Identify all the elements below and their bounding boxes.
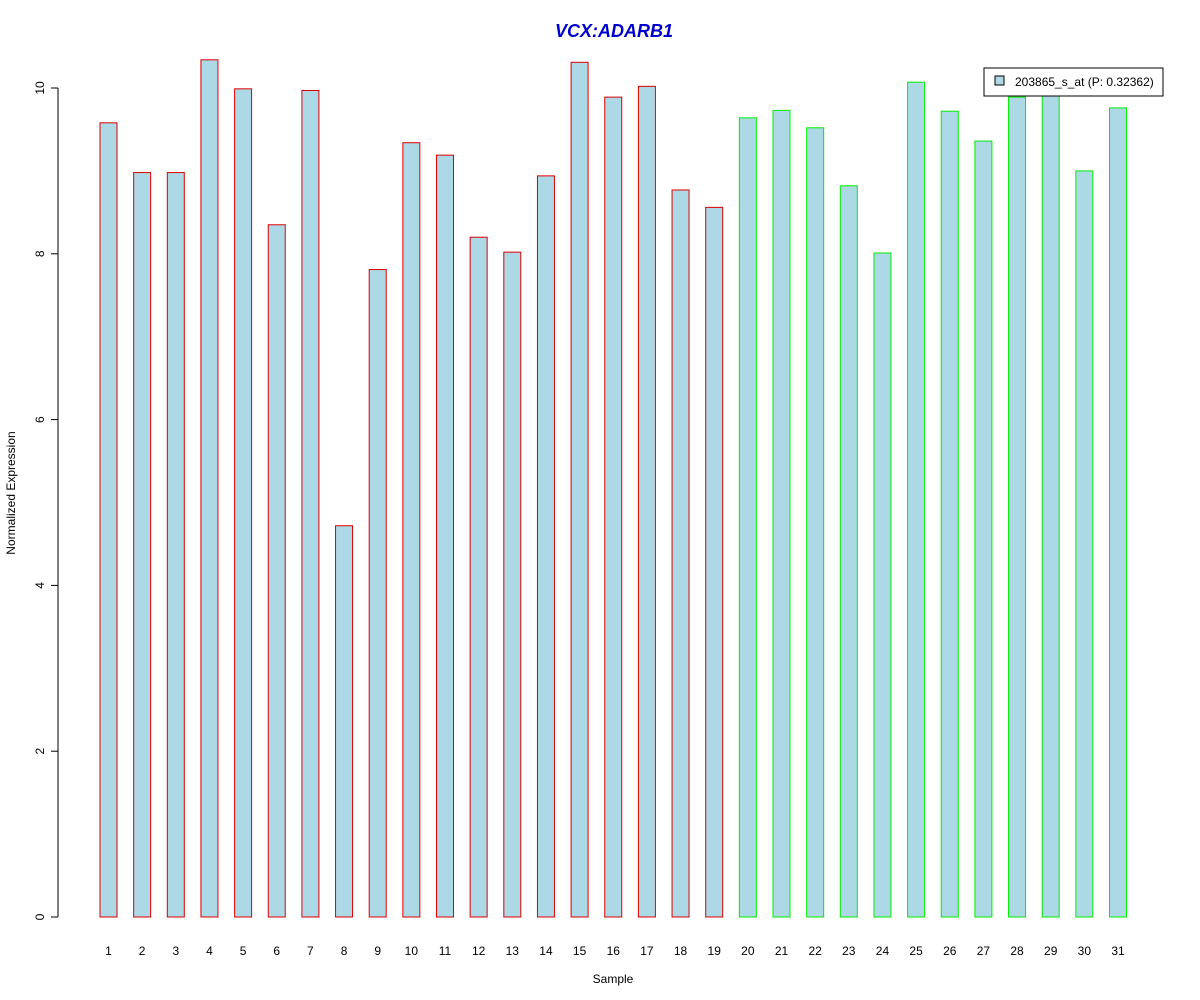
bar-sample-9 xyxy=(368,269,387,918)
x-tick-label: 4 xyxy=(206,944,213,958)
bar-sample-30 xyxy=(1075,170,1094,918)
y-axis-label: Normalized Expression xyxy=(4,431,18,554)
bar-sample-29 xyxy=(1041,93,1060,918)
legend-box xyxy=(983,67,1164,97)
x-tick-label: 11 xyxy=(439,944,452,958)
x-tick-label: 30 xyxy=(1078,944,1092,958)
x-tick-label: 25 xyxy=(909,944,923,958)
legend: 203865_s_at (P: 0.32362) xyxy=(983,67,1164,97)
bar-sample-10 xyxy=(402,142,421,918)
bar-sample-13 xyxy=(503,251,522,918)
y-tick-label: 8 xyxy=(33,250,47,257)
bar-sample-25 xyxy=(907,81,926,918)
bar-sample-26 xyxy=(940,110,959,918)
x-tick-label: 7 xyxy=(307,944,314,958)
bar-sample-6 xyxy=(267,224,286,918)
x-tick-label: 8 xyxy=(341,944,348,958)
x-tick-label: 29 xyxy=(1044,944,1058,958)
x-tick-label: 9 xyxy=(374,944,381,958)
bar-sample-5 xyxy=(234,88,253,918)
y-tick-label: 0 xyxy=(33,913,47,920)
x-tick-label: 10 xyxy=(405,944,419,958)
bar-sample-1 xyxy=(99,122,118,918)
bar-sample-17 xyxy=(637,85,656,918)
x-tick-label: 18 xyxy=(674,944,688,958)
x-tick-label: 3 xyxy=(172,944,179,958)
bar-sample-19 xyxy=(705,206,724,918)
bar-sample-27 xyxy=(974,140,993,918)
legend-label: 203865_s_at (P: 0.32362) xyxy=(1015,75,1154,89)
bar-sample-7 xyxy=(301,89,320,918)
x-tick-label: 16 xyxy=(607,944,621,958)
bar-sample-22 xyxy=(806,127,825,918)
x-axis-label: Sample xyxy=(593,972,634,986)
x-tick-label: 28 xyxy=(1010,944,1024,958)
x-tick-label: 6 xyxy=(273,944,280,958)
bar-sample-3 xyxy=(166,172,185,918)
x-tick-label: 15 xyxy=(573,944,587,958)
x-tick-label: 22 xyxy=(808,944,822,958)
x-tick-label: 2 xyxy=(139,944,146,958)
y-tick-label: 4 xyxy=(33,582,47,589)
y-tick-label: 6 xyxy=(33,416,47,423)
bar-sample-21 xyxy=(772,109,791,918)
bar-sample-31 xyxy=(1109,107,1127,918)
bar-sample-28 xyxy=(1008,96,1027,918)
bars-group xyxy=(99,59,1127,918)
bar-sample-8 xyxy=(335,525,354,918)
chart-title: VCX:ADARB1 xyxy=(555,21,673,41)
bar-sample-4 xyxy=(200,59,219,918)
x-tick-label: 27 xyxy=(977,944,991,958)
x-tick-label: 23 xyxy=(842,944,856,958)
x-tick-label: 31 xyxy=(1111,944,1125,958)
x-tick-label: 17 xyxy=(640,944,654,958)
bar-sample-12 xyxy=(469,236,488,918)
bar-sample-23 xyxy=(839,185,858,918)
x-tick-label: 21 xyxy=(775,944,789,958)
bar-sample-15 xyxy=(570,61,589,918)
y-axis: 0 2 4 6 8 10 xyxy=(33,81,59,920)
bar-sample-20 xyxy=(738,117,757,918)
bar-sample-24 xyxy=(873,252,892,918)
x-tick-label: 20 xyxy=(741,944,755,958)
x-tick-labels: 1 2 3 4 5 6 7 8 9 10 11 12 13 14 15 16 17 18 19 20 21 22 23 24 2… xyxy=(105,944,1125,958)
bar-sample-18 xyxy=(671,189,690,918)
y-tick-label: 10 xyxy=(33,81,47,95)
legend-swatch xyxy=(994,75,1005,86)
bar-sample-14 xyxy=(536,175,555,918)
bar-sample-11 xyxy=(436,154,454,918)
x-tick-label: 14 xyxy=(539,944,553,958)
x-tick-label: 5 xyxy=(240,944,247,958)
bar-sample-2 xyxy=(133,172,152,918)
x-tick-label: 19 xyxy=(708,944,722,958)
x-tick-label: 26 xyxy=(943,944,957,958)
x-tick-label: 1 xyxy=(105,944,112,958)
x-tick-label: 13 xyxy=(506,944,520,958)
x-tick-label: 12 xyxy=(472,944,486,958)
x-tick-label: 24 xyxy=(876,944,890,958)
y-tick-label: 2 xyxy=(33,748,47,755)
bar-sample-16 xyxy=(604,96,623,918)
